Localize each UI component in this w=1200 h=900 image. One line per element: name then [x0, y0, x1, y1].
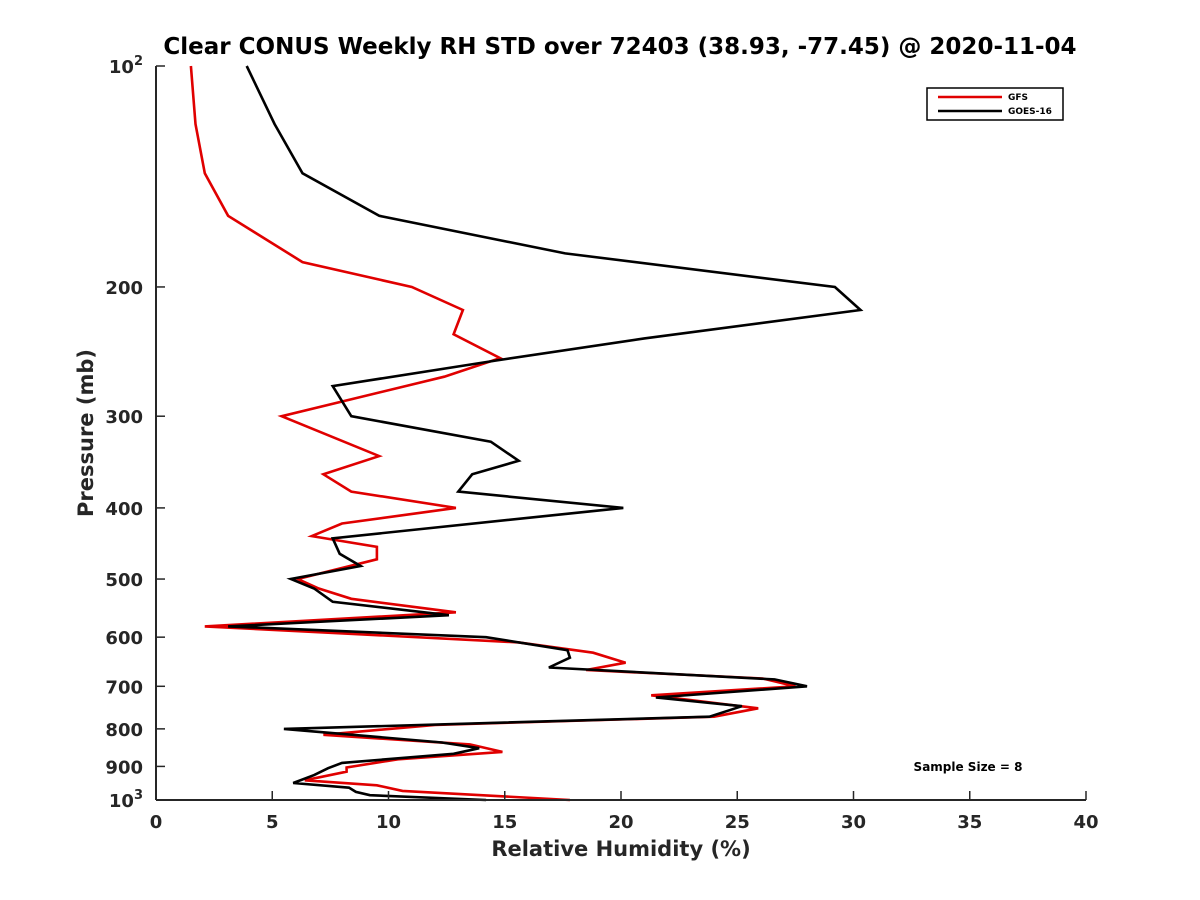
y-tick-label: 102: [109, 54, 143, 78]
y-ticks: 102 200 300 400 500 600 700 800 900 103: [105, 54, 165, 812]
x-ticks: 0 5 10 15 20 25 30 35 40: [150, 791, 1099, 833]
y-tick-label: 200: [105, 278, 143, 299]
y-axis-label: Pressure (mb): [74, 349, 98, 517]
x-tick-label: 5: [266, 812, 279, 833]
y-tick-label: 800: [105, 720, 143, 741]
x-axis-label: Relative Humidity (%): [491, 837, 750, 861]
x-tick-label: 25: [725, 812, 750, 833]
y-tick-label: 500: [105, 570, 143, 591]
y-tick-label: 400: [105, 499, 143, 520]
y-tick-label: 103: [109, 788, 143, 812]
y-tick-label: 900: [105, 757, 143, 778]
x-tick-label: 40: [1073, 812, 1098, 833]
x-tick-label: 35: [957, 812, 982, 833]
series-layer: [189, 65, 864, 802]
x-tick-label: 20: [608, 812, 633, 833]
legend: GFS GOES-16: [926, 87, 1064, 121]
x-tick-label: 15: [492, 812, 517, 833]
x-tick-label: 30: [841, 812, 866, 833]
goes-16-legend-label: GOES-16: [1008, 107, 1052, 117]
sample-size-annotation: Sample Size = 8: [914, 760, 1023, 774]
chart-title: Clear CONUS Weekly RH STD over 72403 (38…: [163, 34, 1076, 60]
legend-box: [926, 87, 1064, 121]
legend-entries: GFS GOES-16: [938, 93, 1052, 117]
y-tick-label: 700: [105, 677, 143, 698]
gfs-series-line: [189, 65, 796, 802]
goes-16-series-line: [228, 65, 864, 802]
x-tick-label: 10: [376, 812, 401, 833]
y-tick-label: 300: [105, 407, 143, 428]
gfs-legend-label: GFS: [1008, 93, 1028, 103]
y-tick-label: 600: [105, 628, 143, 649]
x-tick-label: 0: [150, 812, 163, 833]
